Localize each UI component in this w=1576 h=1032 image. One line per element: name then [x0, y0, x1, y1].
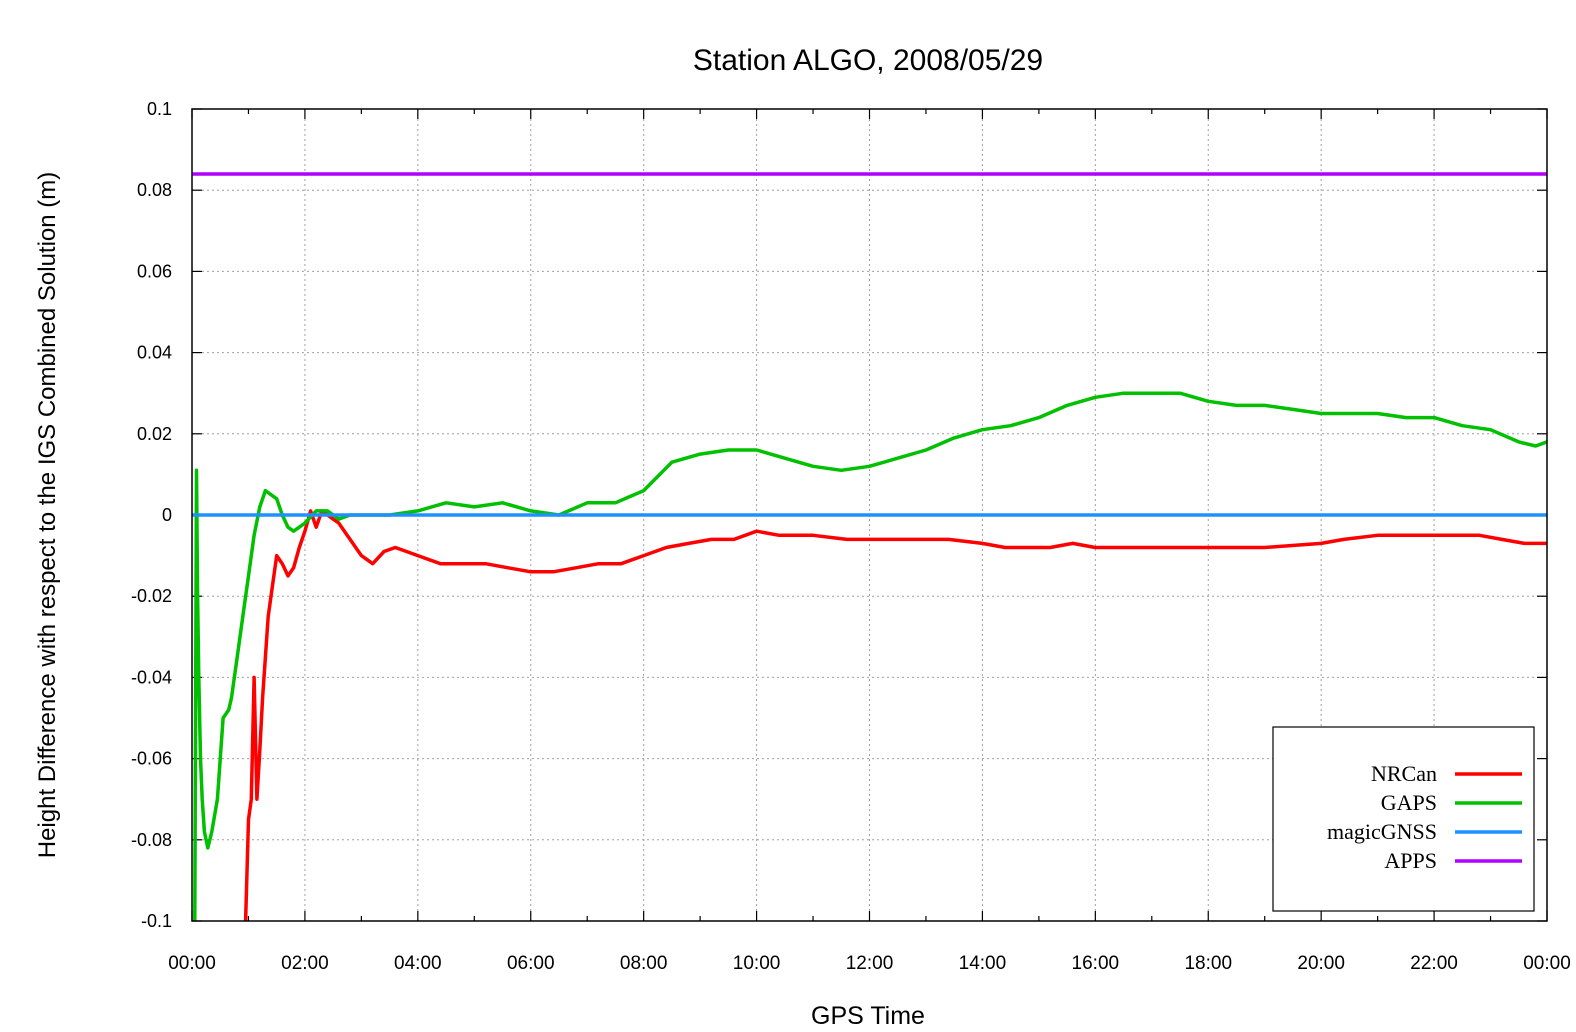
y-tick-label: 0.02 — [137, 424, 172, 444]
x-tick-label: 06:00 — [507, 953, 555, 974]
y-tick-label: -0.06 — [131, 749, 172, 769]
legend-label-apps: APPS — [1384, 848, 1437, 873]
y-tick-label: 0 — [162, 505, 172, 525]
x-tick-label: 04:00 — [394, 953, 442, 974]
y-tick-label: 0.04 — [137, 343, 172, 363]
legend-label-magicgnss: magicGNSS — [1327, 819, 1437, 844]
series-line-gaps — [193, 391, 1547, 921]
y-tick-label: -0.08 — [131, 830, 172, 850]
legend-box — [1272, 726, 1535, 912]
legend-entries: NRCan GAPS magicGNSS APPS — [1327, 761, 1522, 873]
y-tick-label: -0.1 — [141, 911, 172, 931]
legend: NRCan GAPS magicGNSS APPS — [1272, 726, 1535, 912]
y-tick-label: -0.02 — [131, 586, 172, 606]
y-tick-label: -0.04 — [131, 667, 172, 687]
legend-label-nrcan: NRCan — [1371, 761, 1437, 786]
x-tick-label: 16:00 — [1072, 953, 1120, 974]
x-tick-label: 08:00 — [620, 953, 668, 974]
x-tick-label: 00:00 — [168, 953, 216, 974]
x-tick-label: 02:00 — [281, 953, 329, 974]
y-tick-label: 0.08 — [137, 180, 172, 200]
series-line-nrcan — [243, 509, 1547, 921]
x-axis-tick-labels: 00:00 02:00 04:00 06:00 08:00 10:00 12:00 14:00… — [168, 953, 1571, 974]
legend-label-gaps: GAPS — [1381, 790, 1437, 815]
x-tick-label: 10:00 — [733, 953, 781, 974]
x-tick-label: 18:00 — [1184, 953, 1232, 974]
x-tick-label: 20:00 — [1297, 953, 1345, 974]
x-tick-label: 22:00 — [1410, 953, 1458, 974]
y-axis-label: Height Difference with respect to the IG… — [34, 172, 61, 859]
x-tick-label: 00:00 — [1523, 953, 1571, 974]
chart-title: Station ALGO, 2008/05/29 — [693, 44, 1043, 77]
x-axis-label: GPS Time — [811, 1002, 925, 1030]
x-tick-label: 12:00 — [846, 953, 894, 974]
y-tick-label: 0.06 — [137, 261, 172, 281]
y-tick-label: 0.1 — [147, 99, 172, 119]
y-axis-tick-labels: 0.1 0.08 0.06 0.04 0.02 0 -0.02 -0.04 -0.06 -0.08… — [131, 99, 172, 931]
plot-frame — [191, 108, 1548, 922]
series-lines — [192, 172, 1547, 921]
x-tick-label: 14:00 — [959, 953, 1007, 974]
